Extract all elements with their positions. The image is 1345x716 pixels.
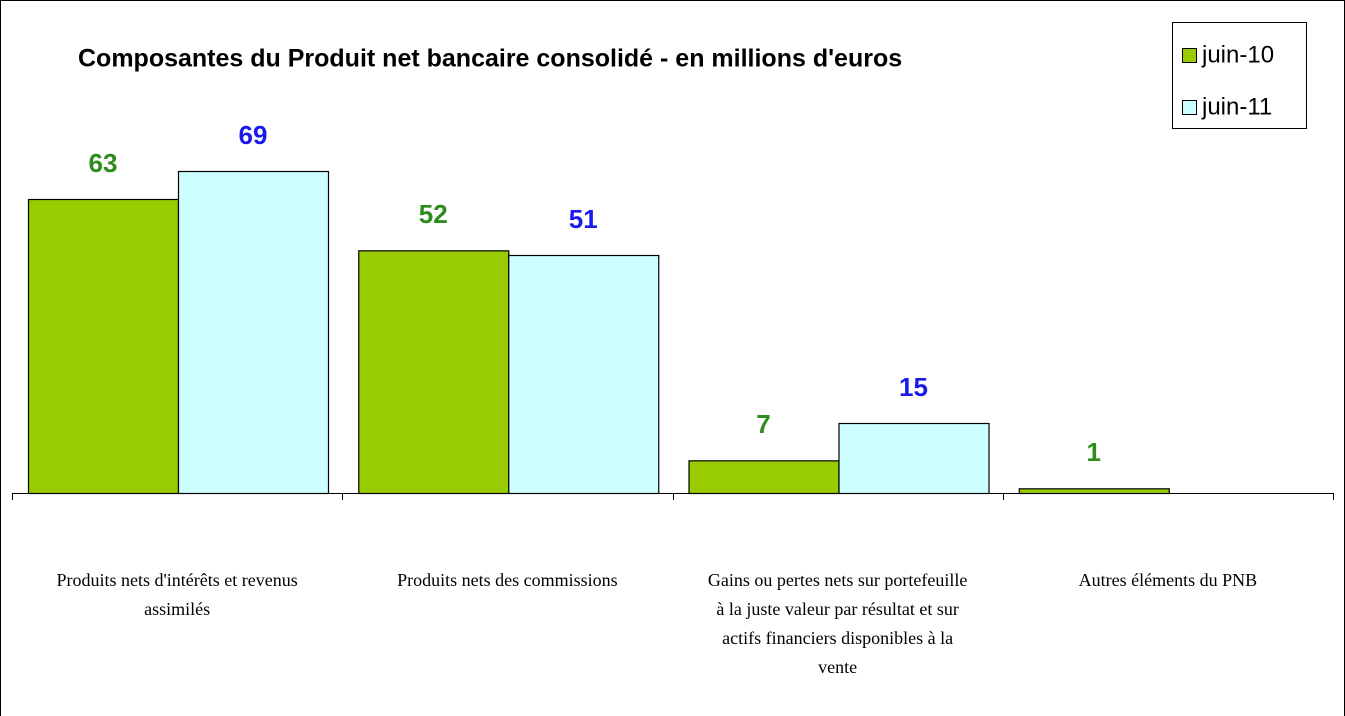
legend-label: juin-11	[1201, 93, 1272, 120]
x-tick-label: Gains ou pertes nets sur portefeuille à …	[707, 570, 968, 677]
bar	[838, 422, 990, 495]
value-label: 1	[1087, 437, 1101, 467]
bar	[177, 170, 330, 495]
bar	[688, 460, 840, 495]
bar	[27, 198, 180, 495]
legend-swatch	[1182, 48, 1197, 63]
value-label: 7	[756, 409, 770, 439]
value-label: 63	[89, 148, 118, 178]
legend-swatch	[1182, 100, 1197, 115]
legend-label: juin-10	[1201, 41, 1274, 68]
x-tick-label: Produits nets d'intérêts et revenus assi…	[56, 570, 298, 619]
value-label: 69	[239, 120, 268, 150]
chart-title: Composantes du Produit net bancaire cons…	[78, 45, 902, 73]
value-label: 15	[899, 372, 928, 402]
x-tick-label: Autres éléments du PNB	[1078, 570, 1258, 590]
value-label: 52	[419, 199, 448, 229]
value-label: 51	[569, 204, 598, 234]
bar	[508, 254, 660, 495]
bar	[1018, 488, 1170, 495]
x-tick-label: Produits nets des commissions	[397, 570, 618, 590]
bar	[358, 250, 510, 495]
